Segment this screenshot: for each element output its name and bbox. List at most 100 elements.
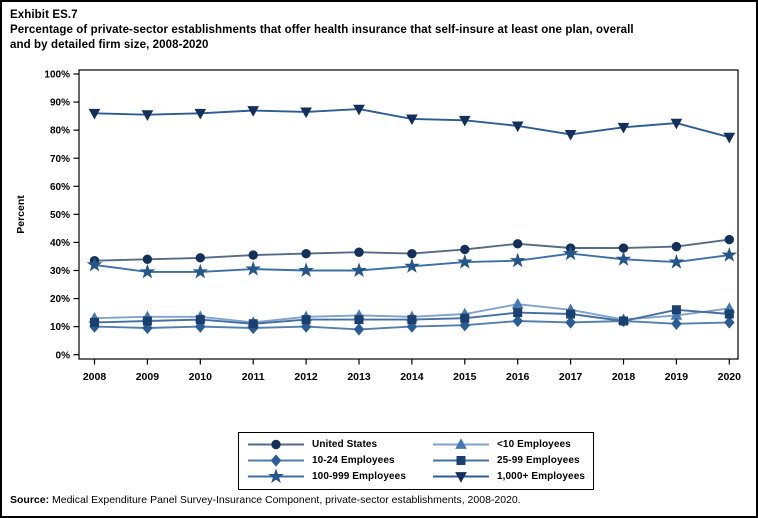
y-tick-label: 10% bbox=[50, 322, 70, 333]
circle-marker-icon bbox=[142, 254, 153, 264]
x-tick-label: 2019 bbox=[665, 371, 689, 383]
legend-label: 10-24 Employees bbox=[312, 455, 395, 466]
diamond-marker-icon bbox=[724, 316, 735, 329]
y-tick-label: 90% bbox=[50, 98, 70, 109]
triangle-down-marker-icon bbox=[88, 108, 101, 120]
x-tick-label: 2013 bbox=[347, 371, 371, 383]
square-marker-icon bbox=[301, 315, 311, 325]
star-marker-icon bbox=[668, 253, 685, 269]
square-marker-icon bbox=[513, 308, 523, 318]
square-marker-icon bbox=[248, 319, 258, 329]
legend-key bbox=[248, 469, 304, 484]
x-tick-label: 2016 bbox=[506, 371, 530, 383]
x-tick-label: 2008 bbox=[83, 371, 107, 383]
x-axis: 2008 2009 2010 2011 2012 2013 2014 2015 2016 2017… bbox=[83, 359, 741, 383]
triangle-down-marker-icon bbox=[353, 104, 365, 116]
circle-marker-icon bbox=[618, 243, 629, 253]
square-marker-icon bbox=[619, 316, 628, 326]
legend-item: United States bbox=[247, 437, 406, 452]
x-tick-label: 2012 bbox=[294, 371, 318, 383]
square-marker-icon bbox=[90, 317, 99, 327]
legend-key bbox=[432, 472, 489, 483]
circle-marker-icon bbox=[354, 247, 364, 257]
chart-title-line2: and by detailed firm size, 2008-2020 bbox=[10, 39, 209, 52]
star-marker-icon bbox=[351, 262, 367, 278]
star-marker-icon bbox=[721, 246, 738, 262]
triangle-down-marker-icon bbox=[141, 110, 154, 121]
star-marker-icon bbox=[298, 262, 314, 278]
circle-marker-icon bbox=[724, 234, 734, 245]
y-tick-label: 50% bbox=[50, 210, 70, 221]
y-axis: 0% 10% 20% 30% 40% 50% 60% 70% 80% 90% 100% bbox=[44, 70, 79, 361]
star-marker-icon bbox=[268, 469, 284, 484]
triangle-down-marker-icon bbox=[247, 106, 260, 117]
circle-marker-icon bbox=[248, 250, 258, 260]
x-tick-label: 2017 bbox=[559, 371, 583, 383]
source-text: Medical Expenditure Panel Survey-Insuran… bbox=[49, 494, 521, 506]
exhibit-label: Exhibit ES.7 bbox=[10, 9, 78, 21]
square-marker-icon bbox=[142, 316, 152, 326]
legend-key bbox=[248, 439, 304, 450]
triangle-down-marker-icon bbox=[300, 107, 312, 119]
square-marker-icon bbox=[566, 309, 576, 319]
circle-marker-icon bbox=[195, 253, 206, 263]
diamond-marker-icon bbox=[142, 321, 153, 335]
square-marker-icon bbox=[354, 315, 364, 325]
legend-label: United States bbox=[312, 439, 378, 450]
diamond-marker-icon bbox=[565, 316, 576, 329]
star-marker-icon bbox=[457, 253, 473, 269]
legend-item: <10 Employees bbox=[432, 437, 585, 452]
diamond-marker-icon bbox=[353, 323, 365, 336]
legend-item: 10-24 Employees bbox=[247, 453, 406, 468]
legend-label: <10 Employees bbox=[496, 439, 571, 450]
star-marker-icon bbox=[245, 260, 261, 276]
x-tick-label: 2018 bbox=[612, 371, 636, 383]
triangle-down-marker-icon bbox=[406, 114, 418, 126]
chart-legend: United States <10 Employees 10-24 Employee… bbox=[238, 432, 595, 490]
x-tick-label: 2009 bbox=[136, 371, 160, 383]
circle-marker-icon bbox=[513, 239, 523, 249]
triangle-down-marker-icon bbox=[617, 122, 630, 134]
square-marker-icon bbox=[407, 315, 417, 325]
series-markers-100-999-employees bbox=[86, 245, 738, 279]
legend-label: 25-99 Employees bbox=[496, 455, 580, 466]
chart-title-line1: Percentage of private-sector establishme… bbox=[10, 24, 634, 37]
star-marker-icon bbox=[509, 252, 526, 268]
diamond-marker-icon bbox=[512, 314, 523, 328]
legend-item: 25-99 Employees bbox=[432, 453, 585, 468]
diamond-marker-icon bbox=[270, 454, 282, 467]
square-marker-icon bbox=[456, 456, 466, 465]
y-tick-label: 30% bbox=[50, 266, 70, 277]
x-tick-label: 2011 bbox=[242, 371, 265, 383]
x-tick-label: 2010 bbox=[189, 371, 213, 383]
diamond-marker-icon bbox=[300, 320, 312, 333]
triangle-down-marker-icon bbox=[455, 472, 467, 483]
square-marker-icon bbox=[724, 309, 734, 319]
series-markers-1-000-employees bbox=[88, 104, 736, 144]
triangle-down-marker-icon bbox=[670, 118, 683, 130]
diamond-marker-icon bbox=[671, 317, 682, 330]
source-note: Source: Medical Expenditure Panel Survey… bbox=[10, 494, 521, 506]
circle-marker-icon bbox=[271, 439, 281, 450]
triangle-up-marker-icon bbox=[511, 297, 524, 309]
star-marker-icon bbox=[615, 251, 632, 266]
star-marker-icon bbox=[139, 263, 156, 279]
x-tick-label: 2020 bbox=[718, 371, 742, 383]
legend-label: 100-999 Employees bbox=[312, 471, 406, 482]
y-tick-label: 80% bbox=[50, 126, 70, 137]
y-tick-label: 60% bbox=[50, 182, 70, 193]
y-tick-label: 40% bbox=[50, 238, 70, 249]
star-marker-icon bbox=[86, 256, 103, 272]
circle-marker-icon bbox=[460, 244, 470, 255]
square-marker-icon bbox=[671, 305, 681, 315]
circle-marker-icon bbox=[301, 248, 311, 259]
circle-marker-icon bbox=[671, 241, 682, 252]
triangle-down-marker-icon bbox=[564, 130, 577, 141]
triangle-down-marker-icon bbox=[723, 132, 736, 144]
y-tick-label: 0% bbox=[56, 350, 71, 361]
star-marker-icon bbox=[192, 263, 209, 279]
x-tick-label: 2014 bbox=[400, 371, 424, 383]
diamond-marker-icon bbox=[406, 320, 418, 333]
legend-item: 1,000+ Employees bbox=[432, 469, 585, 484]
